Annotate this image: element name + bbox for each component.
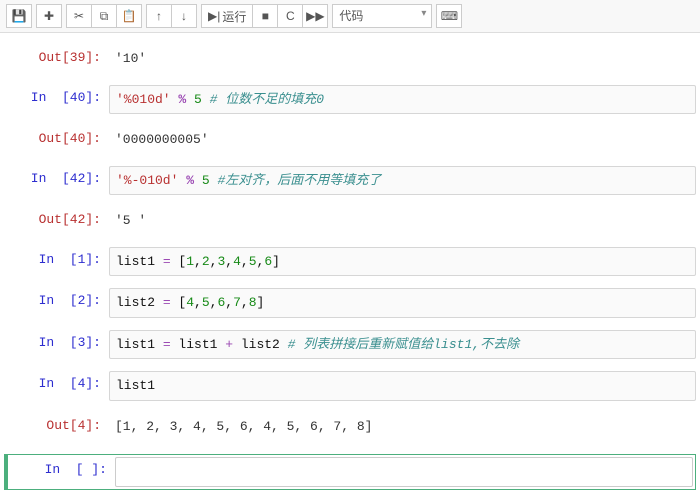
play-icon: ▶|	[208, 9, 220, 23]
output-prompt: Out[39]:	[4, 45, 109, 73]
input-prompt: In [2]:	[4, 288, 109, 318]
move-up-button[interactable]: ↑	[146, 4, 172, 28]
output-text: [1, 2, 3, 4, 5, 6, 4, 5, 6, 7, 8]	[109, 413, 696, 441]
arrow-down-icon: ↓	[181, 9, 187, 23]
code-input[interactable]: list1 = [1,2,3,4,5,6]	[109, 247, 696, 277]
input-prompt: In [ ]:	[10, 457, 115, 487]
copy-button[interactable]: ⧉	[91, 4, 117, 28]
output-prompt: Out[42]:	[4, 207, 109, 235]
command-palette-button[interactable]: ⌨	[436, 4, 462, 28]
restart-icon: C	[286, 9, 295, 23]
restart-run-all-button[interactable]: ▶▶	[302, 4, 328, 28]
code-cell: In [3]:list1 = list1 + list2 # 列表拼接后重新赋值…	[4, 330, 696, 360]
input-prompt: In [4]:	[4, 371, 109, 401]
input-prompt: In [42]:	[4, 166, 109, 196]
code-cell: In [40]:'%010d' % 5 # 位数不足的填充0	[4, 85, 696, 115]
interrupt-button[interactable]: ■	[252, 4, 278, 28]
run-label: 运行	[222, 8, 246, 25]
input-prompt: In [3]:	[4, 330, 109, 360]
stop-icon: ■	[262, 9, 269, 23]
code-input[interactable]: '%-010d' % 5 #左对齐，后面不用等填充了	[109, 166, 696, 196]
code-cell: In [42]:'%-010d' % 5 #左对齐，后面不用等填充了	[4, 166, 696, 196]
code-input[interactable]: list2 = [4,5,6,7,8]	[109, 288, 696, 318]
copy-icon: ⧉	[100, 9, 109, 24]
paste-button[interactable]: 📋	[116, 4, 142, 28]
code-input[interactable]: list1 = list1 + list2 # 列表拼接后重新赋值给list1,…	[109, 330, 696, 360]
output-cell: Out[40]:'0000000005'	[4, 126, 696, 154]
toolbar: 💾 ✚ ✂ ⧉ 📋 ↑ ↓ ▶| 运行 ■ C ▶▶ 代码 ⌨	[0, 0, 700, 33]
add-icon: ✚	[44, 9, 54, 23]
output-text: '5 '	[109, 207, 696, 235]
arrow-up-icon: ↑	[156, 9, 162, 23]
notebook-area: Out[39]:'10'In [40]:'%010d' % 5 # 位数不足的填…	[0, 33, 700, 494]
cut-button[interactable]: ✂	[66, 4, 92, 28]
insert-cell-button[interactable]: ✚	[36, 4, 62, 28]
restart-button[interactable]: C	[277, 4, 303, 28]
output-prompt: Out[40]:	[4, 126, 109, 154]
code-input[interactable]	[115, 457, 693, 487]
output-cell: Out[42]:'5 '	[4, 207, 696, 235]
output-cell: Out[39]:'10'	[4, 45, 696, 73]
output-text: '10'	[109, 45, 696, 73]
code-input[interactable]: '%010d' % 5 # 位数不足的填充0	[109, 85, 696, 115]
fast-forward-icon: ▶▶	[306, 9, 324, 23]
save-button[interactable]: 💾	[6, 4, 32, 28]
output-prompt: Out[4]:	[4, 413, 109, 441]
active-cell[interactable]: In [ ]:	[4, 454, 696, 490]
save-icon: 💾	[12, 9, 27, 23]
code-cell: In [2]:list2 = [4,5,6,7,8]	[4, 288, 696, 318]
run-button[interactable]: ▶| 运行	[201, 4, 253, 28]
paste-icon: 📋	[122, 9, 137, 23]
move-down-button[interactable]: ↓	[171, 4, 197, 28]
cell-type-select-wrap: 代码	[332, 4, 432, 28]
code-cell: In [ ]:	[10, 457, 693, 487]
input-prompt: In [1]:	[4, 247, 109, 277]
keyboard-icon: ⌨	[441, 9, 458, 23]
code-cell: In [1]:list1 = [1,2,3,4,5,6]	[4, 247, 696, 277]
cut-icon: ✂	[74, 9, 84, 23]
output-text: '0000000005'	[109, 126, 696, 154]
code-input[interactable]: list1	[109, 371, 696, 401]
output-cell: Out[4]:[1, 2, 3, 4, 5, 6, 4, 5, 6, 7, 8]	[4, 413, 696, 441]
code-cell: In [4]:list1	[4, 371, 696, 401]
input-prompt: In [40]:	[4, 85, 109, 115]
cell-type-select[interactable]: 代码	[332, 4, 432, 28]
